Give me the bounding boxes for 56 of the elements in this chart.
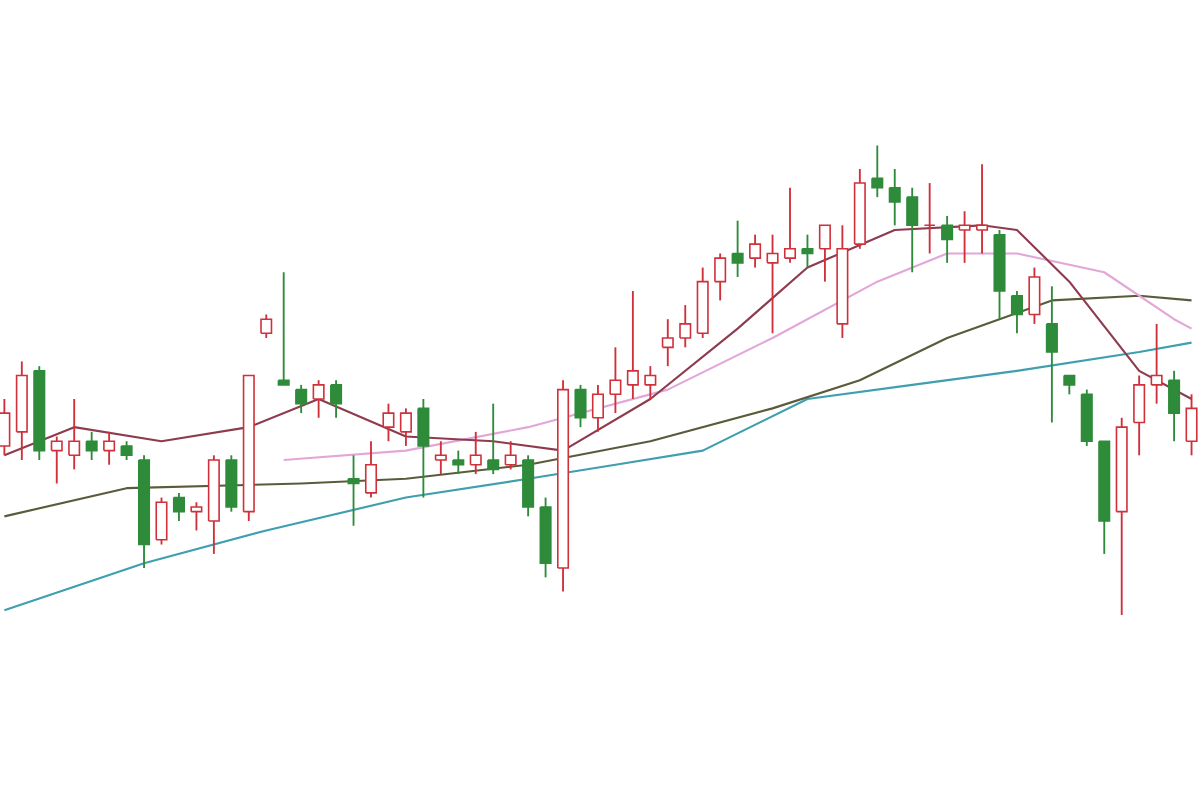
- candlestick: [888, 168, 901, 227]
- candlestick: [923, 182, 936, 255]
- candlestick: [801, 233, 814, 269]
- candlestick: [260, 313, 273, 339]
- candlestick: [1080, 388, 1093, 447]
- candlestick: [190, 501, 203, 532]
- candlestick: [1028, 266, 1041, 325]
- candlestick: [364, 440, 378, 499]
- candlestick: [50, 435, 63, 485]
- candlestick: [609, 346, 622, 415]
- candlestick: [1045, 285, 1058, 424]
- candlestick: [958, 210, 971, 264]
- candlestick: [452, 449, 465, 476]
- candlestick: [1010, 290, 1023, 335]
- candlestick: [1063, 374, 1076, 396]
- candlestick: [68, 398, 81, 471]
- candlestick: [818, 224, 831, 283]
- candlestick: [417, 398, 430, 499]
- candlestick: [399, 407, 412, 447]
- candlestick: [347, 454, 360, 527]
- candlestick: [522, 454, 535, 518]
- candlestick: [871, 144, 884, 199]
- candlestick: [941, 214, 954, 264]
- candlestick: [155, 496, 168, 546]
- candlestick: [591, 383, 604, 433]
- candlestick: [312, 379, 325, 419]
- candlestick: [1168, 369, 1181, 443]
- candlestick: [487, 402, 500, 476]
- candlestick: [330, 379, 343, 419]
- candlestick: [295, 383, 308, 415]
- candlestick: [85, 430, 98, 461]
- candlestick: [574, 383, 587, 429]
- candlestick: [766, 233, 779, 335]
- candlestick: [626, 290, 639, 400]
- candlestick: [103, 430, 116, 466]
- candlestick: [661, 318, 674, 368]
- candlestick: [714, 252, 727, 302]
- candlestick: [382, 402, 395, 443]
- candlestick: [225, 454, 238, 513]
- candlestick: [906, 186, 919, 274]
- candlestick: [0, 398, 11, 457]
- candlestick: [277, 271, 290, 386]
- candlestick: [783, 186, 797, 264]
- candlestick: [731, 219, 744, 278]
- candlestick: [434, 440, 447, 476]
- candlestick: [1133, 374, 1146, 457]
- candlestick: [469, 430, 482, 476]
- candlestick: [644, 365, 657, 400]
- candlestick: [679, 304, 692, 349]
- candlestick: [1185, 393, 1198, 457]
- candlestick: [749, 233, 762, 269]
- candlestick: [120, 440, 133, 461]
- candlestick: [1150, 322, 1163, 405]
- candlestick: [172, 491, 185, 522]
- candlestick: [976, 163, 989, 255]
- candlestick: [504, 440, 517, 471]
